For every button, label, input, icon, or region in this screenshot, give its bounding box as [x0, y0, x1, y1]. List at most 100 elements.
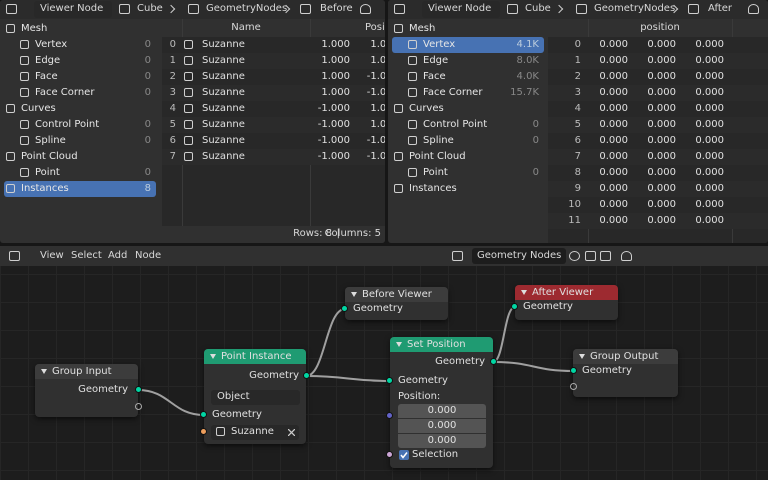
pin-icon[interactable]: [621, 251, 632, 261]
cell: 1.000: [321, 55, 350, 66]
selection-checkbox[interactable]: [399, 450, 409, 460]
socket[interactable]: [386, 377, 393, 384]
item-icon: [408, 88, 417, 97]
socket[interactable]: [135, 403, 142, 410]
tree-item[interactable]: Control Point 0: [392, 117, 544, 133]
object-field[interactable]: Suzanne: [211, 425, 299, 440]
row-index: 7: [574, 151, 581, 162]
tree-item[interactable]: Vertex 0: [4, 37, 156, 53]
node-title: Group Input: [52, 366, 112, 377]
duplicate-icon[interactable]: [585, 251, 596, 261]
menu-select[interactable]: Select: [71, 250, 102, 261]
editor-name: Viewer Node: [428, 3, 492, 14]
tree-item[interactable]: Point Cloud: [4, 149, 156, 165]
socket[interactable]: [200, 411, 207, 418]
editor-type-icon[interactable]: [9, 251, 20, 261]
link: [492, 306, 516, 363]
modifier-icon: [576, 4, 587, 14]
tree-item[interactable]: Point 0: [4, 165, 156, 181]
socket[interactable]: [303, 372, 310, 379]
position-x[interactable]: 0.000: [398, 404, 486, 418]
tree-type-icon[interactable]: [452, 251, 463, 261]
menu-node[interactable]: Node: [135, 250, 162, 261]
editor-type-icon[interactable]: [6, 4, 17, 14]
socket[interactable]: [511, 303, 518, 310]
clear-icon[interactable]: [288, 429, 295, 436]
menu-view[interactable]: View: [40, 250, 64, 261]
footer: Rows: 8 | Columns: 5: [162, 226, 385, 243]
node-header: Before Viewer: [345, 287, 448, 302]
item-count: 0: [144, 135, 151, 146]
socket[interactable]: [386, 451, 393, 458]
object-icon: [184, 136, 193, 145]
socket[interactable]: [386, 412, 393, 419]
tree-item[interactable]: Face Corner 15.7K: [392, 85, 544, 101]
link: [492, 361, 575, 372]
tree-item[interactable]: Point 0: [392, 165, 544, 181]
tree-item[interactable]: Control Point 0: [4, 117, 156, 133]
cell: 0.000: [695, 103, 724, 114]
tree-item[interactable]: Face 4.0K: [392, 69, 544, 85]
socket[interactable]: [570, 367, 577, 374]
menu-add[interactable]: Add: [108, 250, 128, 261]
position-z[interactable]: 0.000: [398, 434, 486, 448]
tree-item[interactable]: Curves: [4, 101, 156, 117]
node-before-viewer[interactable]: Before Viewer Geometry: [341, 287, 448, 320]
cell: 0.000: [599, 167, 628, 178]
editor-type-icon[interactable]: [394, 4, 405, 14]
mode-dropdown[interactable]: Object: [211, 390, 300, 405]
cell: 0.000: [599, 151, 628, 162]
item-label: Point Cloud: [409, 151, 466, 162]
row-index: 1: [574, 55, 581, 66]
column-header: position: [548, 19, 768, 37]
cell: 0.000: [647, 167, 676, 178]
node-editor: View Select Add Node Geometry Nodes Grou…: [0, 246, 768, 480]
separator: |: [336, 228, 340, 239]
pin-icon[interactable]: [360, 4, 371, 14]
tree-item[interactable]: Vertex 4.1K: [392, 37, 544, 53]
node-point-instance[interactable]: Point Instance Geometry Object Geometry …: [200, 349, 310, 444]
cell: 0.000: [695, 55, 724, 66]
tree-item[interactable]: Face 0: [4, 69, 156, 85]
tree-item[interactable]: Point Cloud: [392, 149, 544, 165]
node-name: Before: [320, 3, 353, 14]
socket[interactable]: [490, 358, 497, 365]
socket[interactable]: [341, 305, 348, 312]
node-group-output[interactable]: Group Output Geometry: [570, 349, 678, 397]
modifier-name: GeometryNodes: [594, 3, 676, 14]
tree-item[interactable]: Mesh: [392, 21, 544, 37]
item-icon: [6, 104, 15, 113]
tree-item[interactable]: Curves: [392, 101, 544, 117]
tree-item[interactable]: Instances: [392, 181, 544, 197]
node-after-viewer[interactable]: After Viewer Geometry: [511, 285, 618, 320]
tree-item[interactable]: Instances 8: [4, 181, 156, 197]
tree-item[interactable]: Spline 0: [392, 133, 544, 149]
viewer-dropdown[interactable]: Viewer Node: [34, 1, 112, 18]
cell: Suzanne: [202, 39, 245, 50]
tree-item[interactable]: Face Corner 0: [4, 85, 156, 101]
socket[interactable]: [135, 386, 142, 393]
node-set-position[interactable]: Set Position Geometry Geometry Position:…: [386, 337, 497, 468]
tree-item[interactable]: Spline 0: [4, 133, 156, 149]
tree-item[interactable]: Edge 8.0K: [392, 53, 544, 69]
node-tree-field[interactable]: Geometry Nodes: [472, 248, 566, 264]
pin-icon[interactable]: [748, 4, 759, 14]
item-count: 0: [532, 119, 539, 130]
item-label: Face: [423, 71, 446, 82]
tree-item[interactable]: Edge 0: [4, 53, 156, 69]
row-index: 0: [169, 39, 176, 50]
cell: 0.000: [695, 135, 724, 146]
unlink-icon[interactable]: [600, 251, 611, 261]
position-y[interactable]: 0.000: [398, 419, 486, 433]
socket[interactable]: [200, 428, 207, 435]
tree-item[interactable]: Mesh: [4, 21, 156, 37]
socket[interactable]: [570, 383, 577, 390]
viewer-dropdown[interactable]: Viewer Node: [422, 1, 500, 18]
table-row: 11 0.000 0.000 0.000: [548, 213, 768, 229]
row-index: 9: [574, 183, 581, 194]
fake-user-icon[interactable]: [569, 251, 580, 261]
table-row: 7 0.000 0.000 0.000: [548, 149, 768, 165]
node-group-input[interactable]: Group Input Geometry: [35, 364, 142, 417]
cell: 0.000: [695, 39, 724, 50]
cell: Suzanne: [202, 103, 245, 114]
